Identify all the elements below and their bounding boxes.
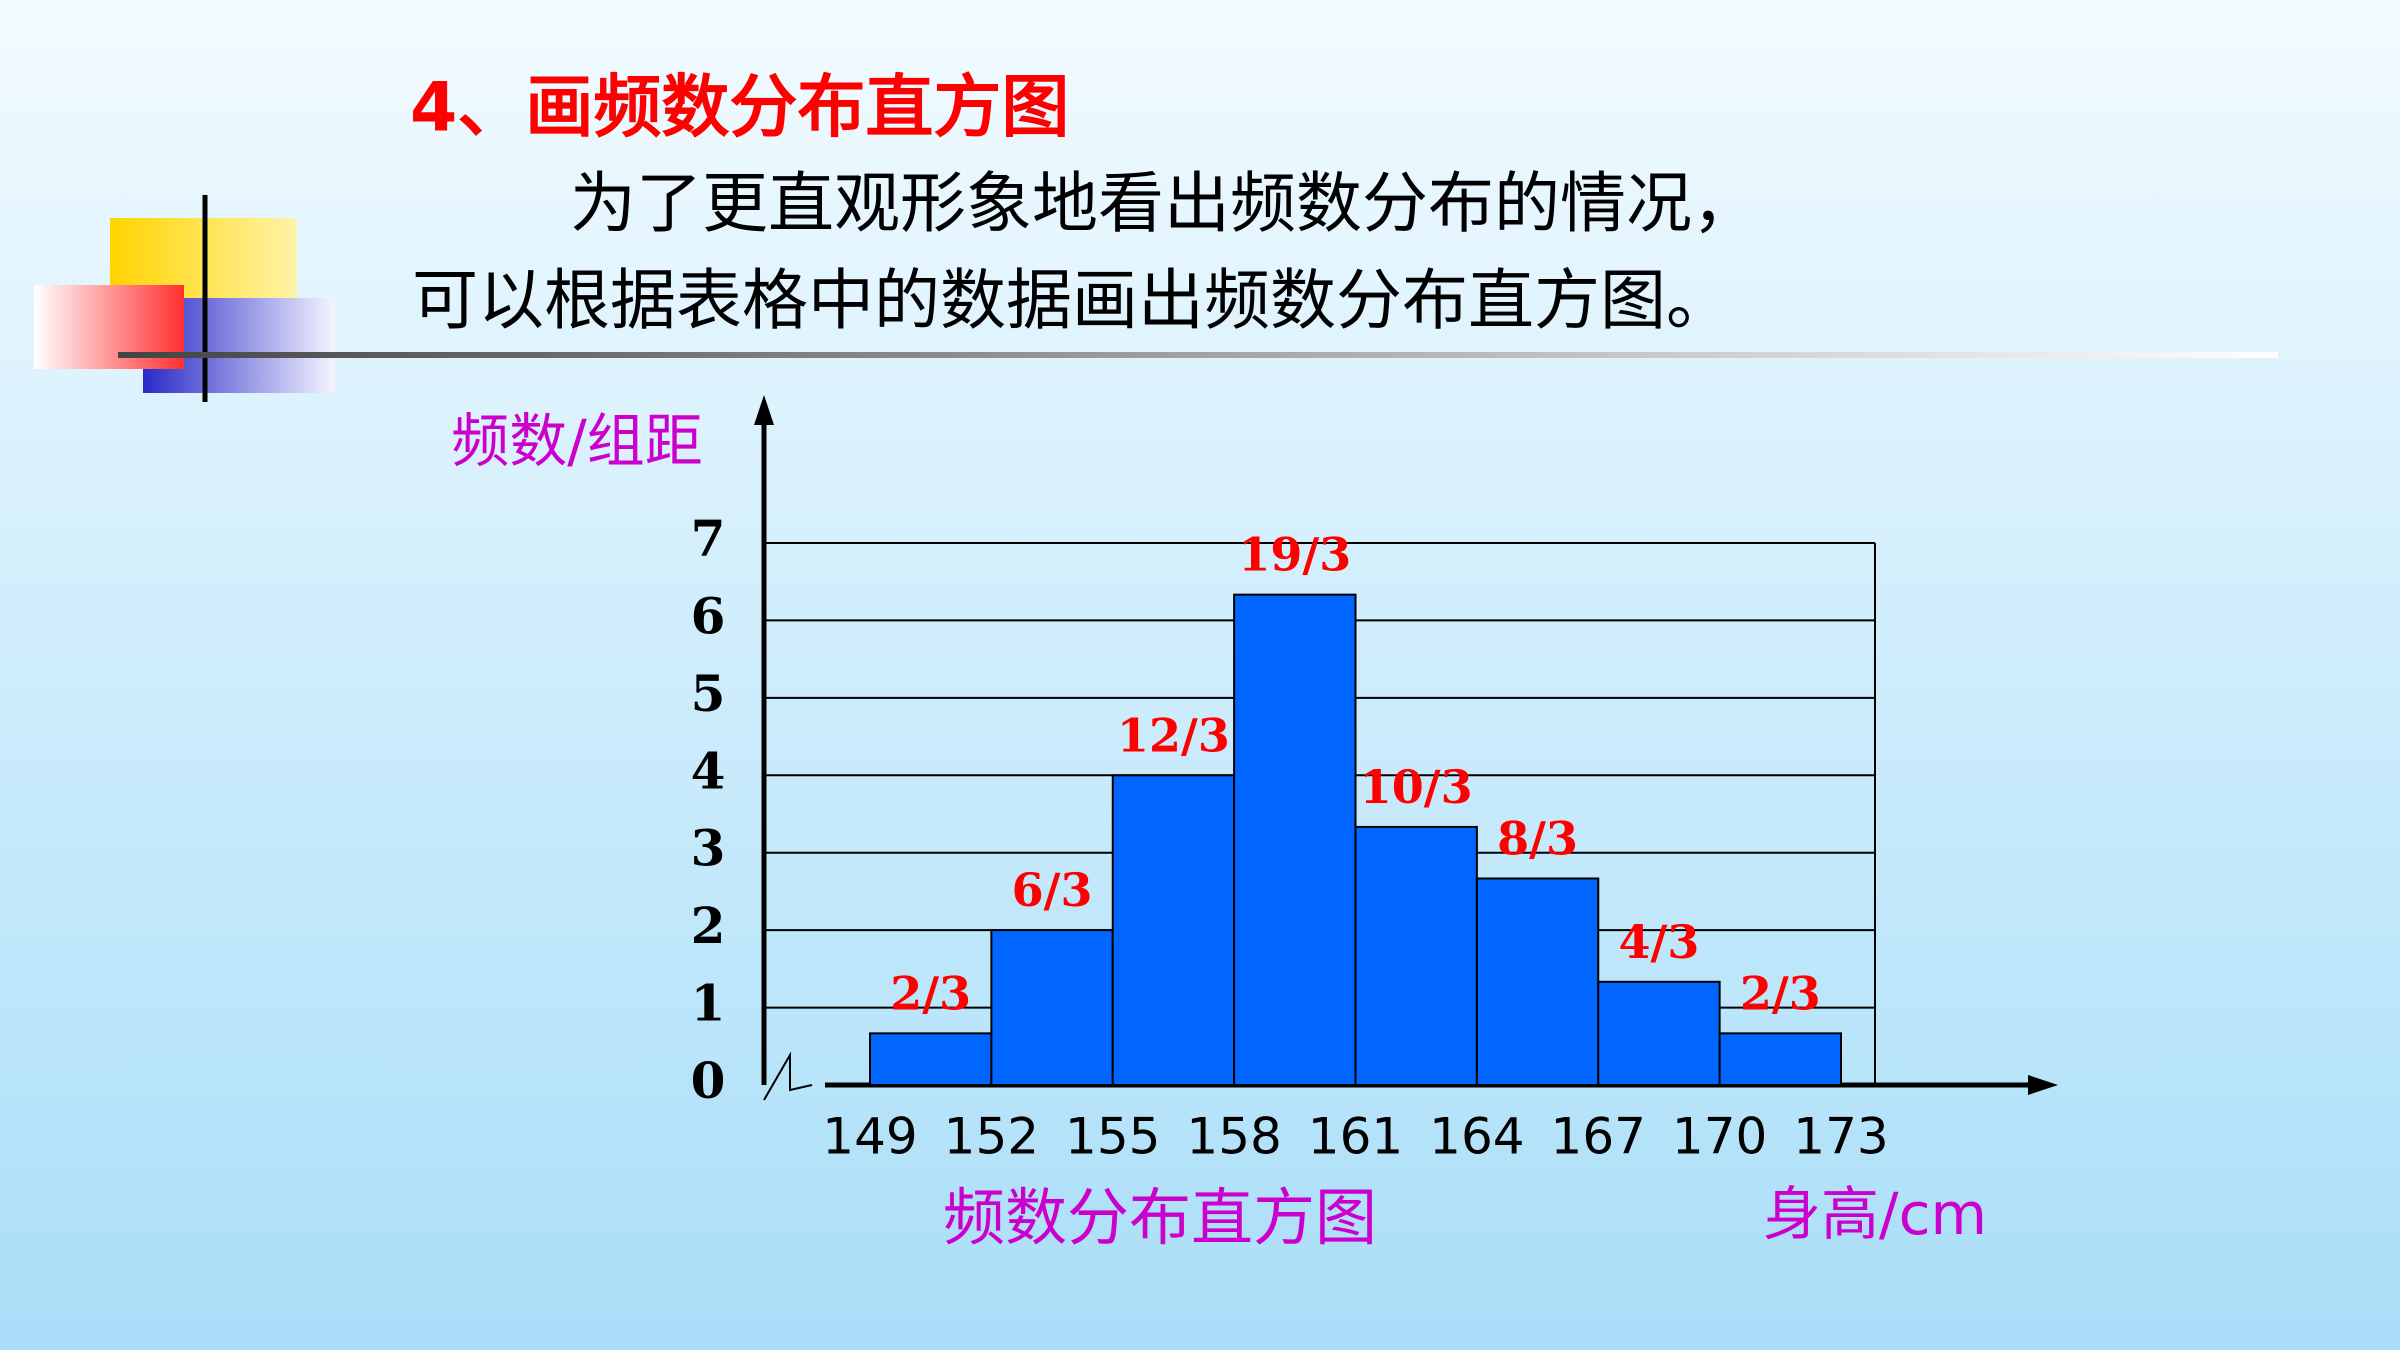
- x-tick-label: 167: [1551, 1108, 1646, 1166]
- chart-title: 频数分布直方图: [943, 1181, 1377, 1254]
- bar: [1111, 774, 1236, 1086]
- bar: [1597, 980, 1721, 1087]
- axis-break: [763, 1051, 813, 1101]
- bar: [869, 1032, 993, 1086]
- x-tick-label: 170: [1672, 1108, 1767, 1166]
- y-tick-label: 5: [691, 664, 726, 723]
- y-tick-label: 4: [691, 741, 726, 800]
- value-label: 2/3: [890, 966, 971, 1020]
- x-tick-label: 161: [1308, 1108, 1403, 1166]
- y-tick-label: 2: [691, 896, 726, 955]
- y-axis-arrow: [754, 395, 774, 425]
- y-tick-label: 7: [691, 509, 726, 568]
- value-label: 19/3: [1238, 528, 1351, 582]
- value-label: 10/3: [1360, 760, 1473, 814]
- x-tick-label: 164: [1429, 1108, 1524, 1166]
- x-tick-label: 173: [1793, 1108, 1888, 1166]
- y-axis-label: 频数/组距: [451, 407, 703, 475]
- bar: [1354, 825, 1478, 1086]
- value-label: 6/3: [1012, 863, 1093, 917]
- y-tick-label: 6: [691, 586, 726, 645]
- paragraph-line: 可以根据表格中的数据画出频数分布直方图。: [412, 262, 1732, 339]
- y-tick-label: 3: [691, 819, 726, 878]
- x-tick-label: 149: [822, 1108, 917, 1166]
- bar: [1233, 593, 1357, 1086]
- x-tick-label: 155: [1065, 1108, 1160, 1166]
- heading: 4、画频数分布直方图: [410, 69, 1069, 148]
- x-tick-label: 158: [1186, 1108, 1281, 1166]
- value-label: 4/3: [1619, 915, 1700, 969]
- y-tick-label: 1: [691, 974, 726, 1033]
- divider: [118, 352, 2278, 358]
- value-label: 8/3: [1497, 811, 1578, 865]
- bar: [1718, 1032, 1842, 1086]
- bar: [1475, 877, 1600, 1086]
- value-label: 12/3: [1117, 708, 1230, 762]
- x-tick-label: 152: [944, 1108, 1039, 1166]
- paragraph-line: 为了更直观形象地看出频数分布的情况，: [570, 165, 1758, 242]
- y-tick-label: 0: [691, 1051, 726, 1110]
- bar: [990, 929, 1114, 1087]
- value-label: 2/3: [1740, 966, 1821, 1020]
- x-axis-label: 身高/cm: [1763, 1180, 1987, 1248]
- x-axis-arrow: [2028, 1075, 2058, 1095]
